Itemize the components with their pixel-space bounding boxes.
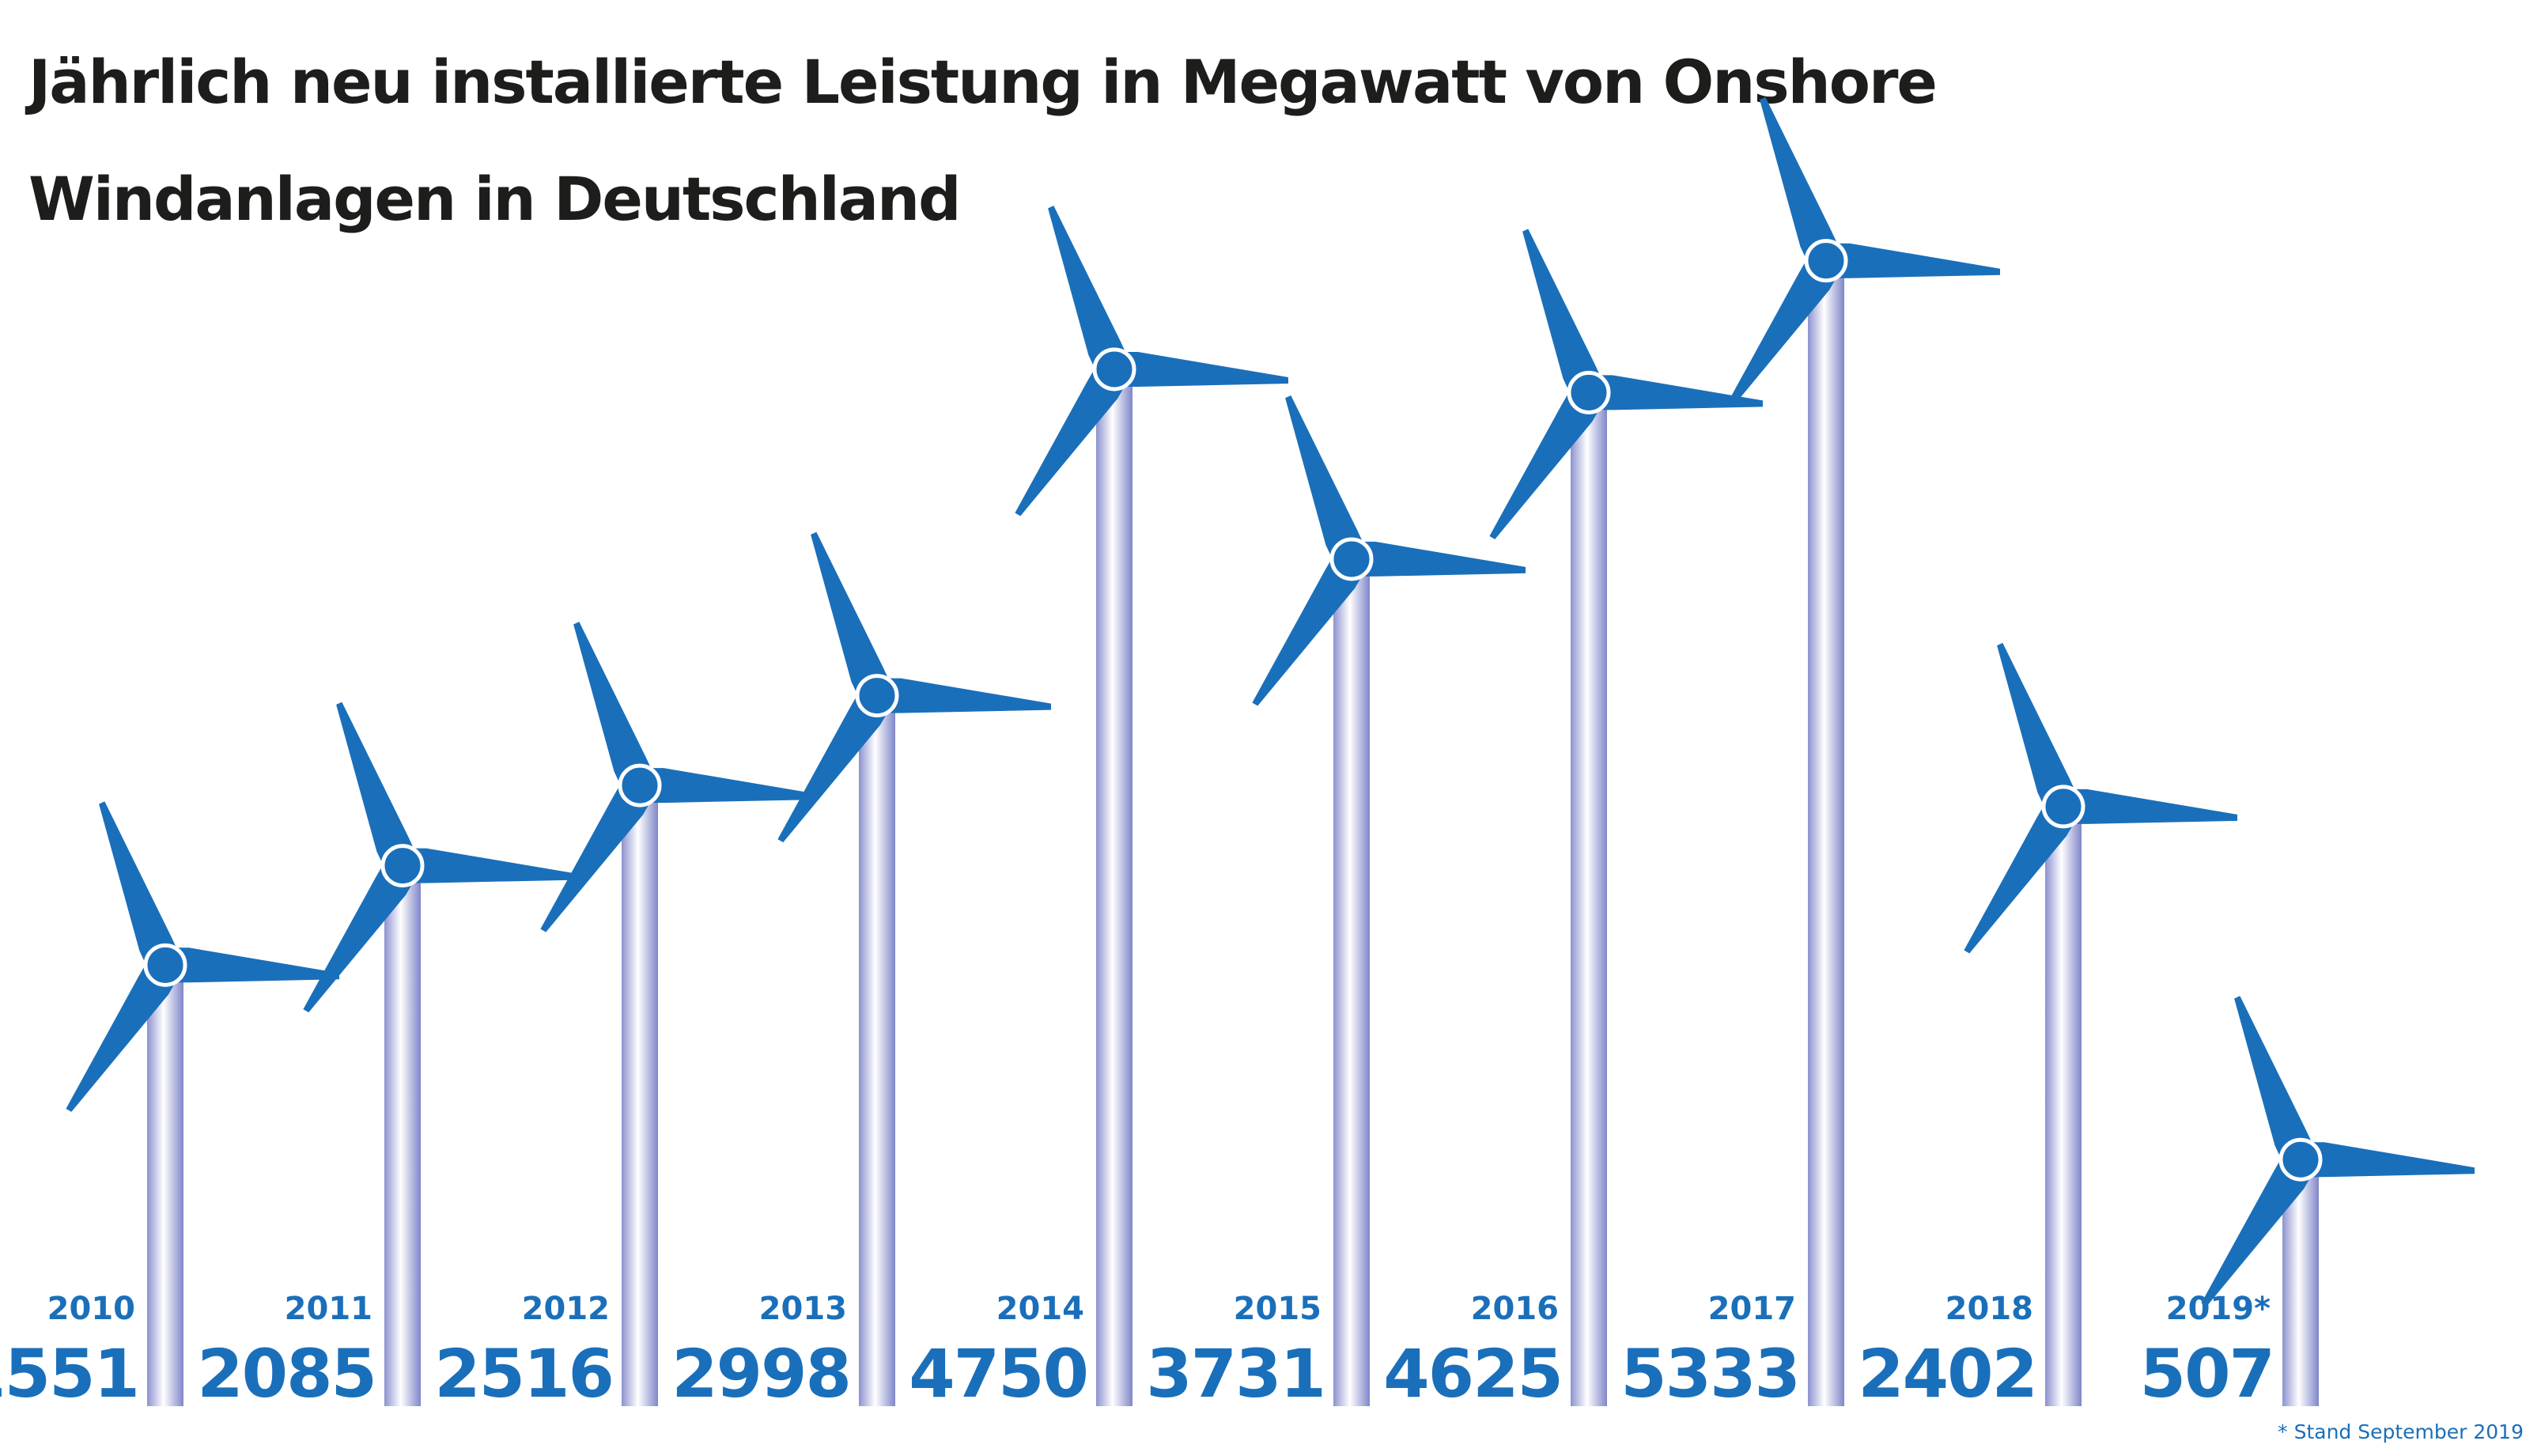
turbine-tower bbox=[1571, 392, 1607, 1407]
turbine-tower bbox=[384, 865, 421, 1406]
turbine-blade bbox=[1760, 96, 1842, 268]
value-label: 1551 bbox=[0, 1335, 138, 1413]
turbine-hub bbox=[2278, 1137, 2323, 1182]
value-label: 2998 bbox=[671, 1335, 850, 1413]
turbine-hub bbox=[2041, 785, 2085, 829]
turbine-blade bbox=[165, 947, 339, 983]
turbine-blade bbox=[1826, 243, 2000, 278]
year-label: 2019* bbox=[2166, 1291, 2271, 1327]
turbine-hub bbox=[1567, 370, 1611, 414]
chart-title-line-1: Jährlich neu installierte Leistung in Me… bbox=[28, 47, 1938, 117]
turbine-tower bbox=[1096, 369, 1132, 1407]
turbine-hub bbox=[1329, 537, 1374, 581]
turbine-hub bbox=[618, 763, 662, 807]
turbine-blade bbox=[403, 848, 577, 883]
turbine-blade bbox=[573, 622, 656, 793]
turbine-hub bbox=[855, 674, 899, 718]
turbine-hub bbox=[380, 844, 425, 888]
turbine-tower bbox=[622, 785, 658, 1406]
turbine-group: 2010 1551 2011 2085 2012 2516 2013 2998 2014 4750… bbox=[0, 96, 2475, 1413]
value-label: 4625 bbox=[1383, 1335, 1562, 1413]
year-label: 2017 bbox=[1708, 1291, 1796, 1327]
turbine-blade bbox=[1522, 229, 1605, 400]
turbine-blade bbox=[811, 531, 893, 703]
value-label: 507 bbox=[2140, 1335, 2274, 1413]
turbine-tower bbox=[859, 695, 895, 1406]
turbine-tower bbox=[1808, 260, 1844, 1407]
turbine-blade bbox=[1726, 251, 1842, 408]
turbine-blade bbox=[2234, 996, 2316, 1167]
value-label: 2516 bbox=[434, 1335, 613, 1413]
year-label: 2018 bbox=[1945, 1291, 2033, 1327]
turbine-blade bbox=[2063, 789, 2237, 824]
turbine-blade bbox=[99, 801, 181, 973]
year-label: 2015 bbox=[1234, 1291, 1322, 1327]
turbine-hub bbox=[143, 943, 187, 987]
turbine-blade bbox=[2301, 1142, 2475, 1178]
turbine-tower bbox=[147, 965, 183, 1406]
year-label: 2016 bbox=[1471, 1291, 1559, 1327]
year-label: 2014 bbox=[996, 1291, 1084, 1327]
turbine-blade bbox=[877, 678, 1051, 713]
turbine-blade bbox=[1252, 550, 1367, 706]
chart-title-line-2: Windanlagen in Deutschland bbox=[28, 164, 962, 234]
turbine-blade bbox=[1015, 361, 1130, 516]
turbine-blade bbox=[303, 857, 418, 1013]
turbine-blade bbox=[777, 686, 893, 843]
turbine-hub bbox=[1804, 239, 1848, 283]
value-label: 2085 bbox=[197, 1335, 376, 1413]
year-label: 2011 bbox=[285, 1291, 372, 1327]
value-label: 4750 bbox=[909, 1335, 1087, 1413]
footnote: * Stand September 2019 bbox=[2278, 1420, 2524, 1443]
turbine-tower bbox=[2045, 806, 2082, 1406]
turbine-blade bbox=[66, 956, 181, 1112]
value-label: 5333 bbox=[1620, 1335, 1799, 1413]
turbine-blade bbox=[1114, 352, 1288, 387]
turbine-blade bbox=[1352, 541, 1526, 577]
turbine-blade bbox=[1048, 206, 1130, 377]
turbine-blade bbox=[640, 768, 814, 804]
year-label: 2010 bbox=[47, 1291, 135, 1327]
turbine-blade bbox=[1964, 797, 2079, 954]
value-label: 2402 bbox=[1858, 1335, 2036, 1413]
year-label: 2012 bbox=[522, 1291, 610, 1327]
turbine-blade bbox=[540, 777, 656, 932]
turbine-blade bbox=[336, 702, 418, 873]
year-label: 2013 bbox=[759, 1291, 847, 1327]
turbine-tower bbox=[1333, 558, 1370, 1407]
chart-title: Jährlich neu installierte Leistung in Me… bbox=[28, 24, 2085, 258]
turbine-blade bbox=[1285, 395, 1367, 567]
turbine-blade bbox=[1997, 642, 2079, 815]
turbine-blade bbox=[1489, 384, 1605, 539]
value-label: 3731 bbox=[1146, 1335, 1325, 1413]
turbine-blade bbox=[1589, 375, 1763, 410]
turbine-hub bbox=[1092, 347, 1136, 391]
turbine-blade bbox=[2201, 1151, 2316, 1307]
